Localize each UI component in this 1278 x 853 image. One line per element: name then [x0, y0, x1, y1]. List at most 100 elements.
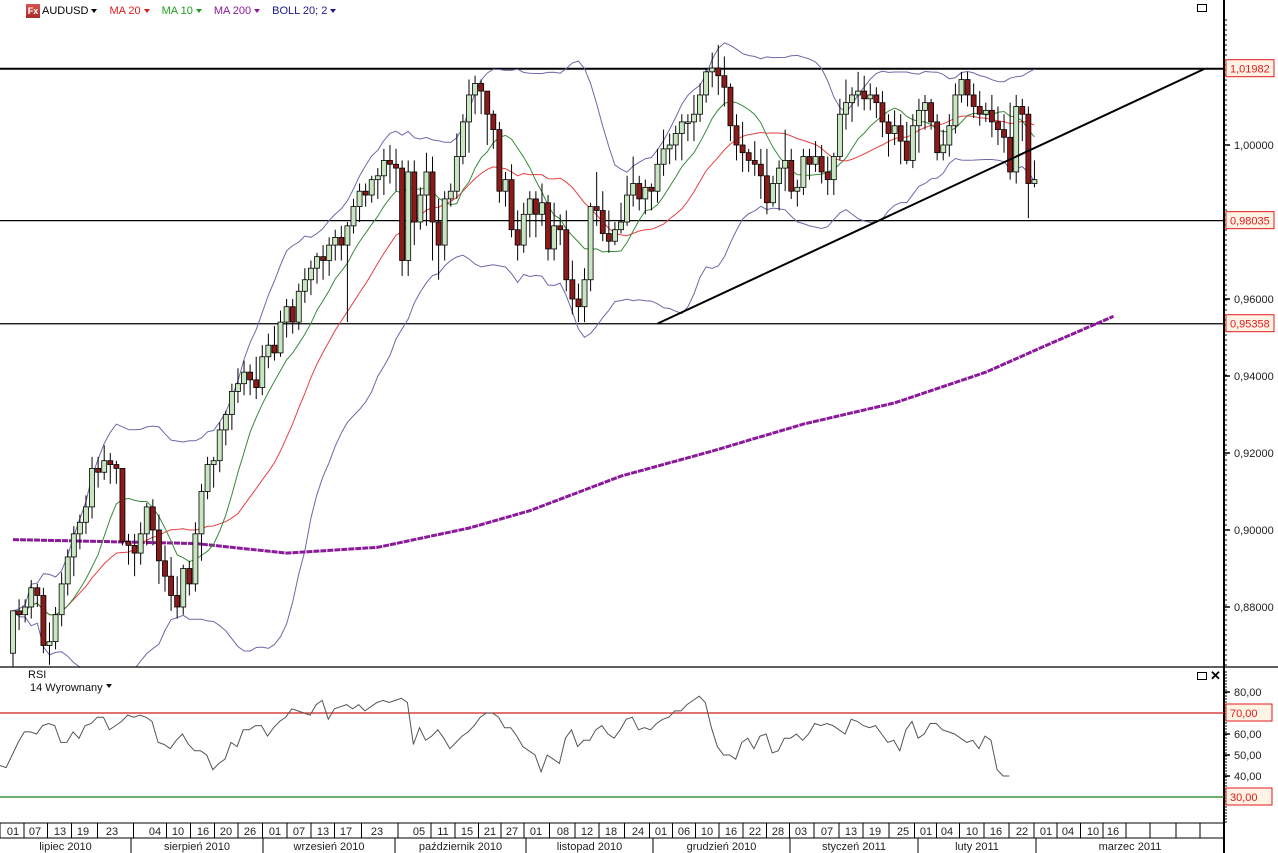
- time-axis: 01 07 13 19 23 04 10 16 20 26 01 07 13 17 23 05 11 15 21 27…: [0, 822, 1224, 853]
- chart-legend: Fx AUDUSD MA 20 MA 10 MA 200 BOLL 20; 2: [26, 3, 348, 19]
- svg-text:30,00: 30,00: [1230, 792, 1258, 804]
- caret-down-icon: [195, 9, 202, 13]
- svg-text:04: 04: [941, 826, 953, 838]
- symbol-selector[interactable]: AUDUSD: [42, 5, 98, 17]
- svg-text:0,98035: 0,98035: [1230, 216, 1270, 228]
- caret-down-icon: [330, 9, 337, 13]
- svg-text:17: 17: [340, 826, 352, 838]
- svg-text:01: 01: [655, 826, 667, 838]
- svg-text:październik 2010: październik 2010: [419, 841, 502, 853]
- rsi-axis: 70,00 30,00 80,00 60,00 50,00 40,00: [1224, 671, 1273, 823]
- svg-text:22: 22: [749, 826, 761, 838]
- caret-down-icon: [91, 9, 98, 13]
- rsi-params-label: 14 Wyrownany: [30, 682, 103, 694]
- svg-text:0,88000: 0,88000: [1234, 602, 1274, 614]
- svg-text:07: 07: [821, 826, 833, 838]
- rsi-label: RSI: [28, 669, 47, 681]
- svg-text:40,00: 40,00: [1234, 771, 1262, 783]
- svg-text:lipiec 2010: lipiec 2010: [39, 841, 92, 853]
- svg-text:21: 21: [484, 826, 496, 838]
- svg-text:01: 01: [530, 826, 542, 838]
- svg-text:0,90000: 0,90000: [1234, 525, 1274, 537]
- svg-text:19: 19: [869, 826, 881, 838]
- svg-text:13: 13: [317, 826, 329, 838]
- svg-text:01: 01: [1040, 826, 1052, 838]
- indicator-label: MA 200: [213, 5, 252, 17]
- indicator-label: BOLL 20; 2: [272, 5, 328, 17]
- svg-text:13: 13: [54, 826, 66, 838]
- svg-text:03: 03: [795, 826, 807, 838]
- svg-text:0,96000: 0,96000: [1234, 294, 1274, 306]
- indicator-label: MA 20: [109, 5, 141, 17]
- svg-text:04: 04: [1062, 826, 1074, 838]
- svg-text:28: 28: [772, 826, 784, 838]
- svg-text:10: 10: [1087, 826, 1099, 838]
- indicator-ma200[interactable]: MA 200: [213, 5, 261, 17]
- svg-text:23: 23: [106, 826, 118, 838]
- svg-text:05: 05: [413, 826, 425, 838]
- svg-text:25: 25: [897, 826, 909, 838]
- svg-text:22: 22: [1016, 826, 1028, 838]
- indicator-label: MA 10: [161, 5, 193, 17]
- svg-text:0,94000: 0,94000: [1234, 371, 1274, 383]
- svg-text:27: 27: [506, 826, 518, 838]
- svg-text:10: 10: [172, 826, 184, 838]
- svg-text:23: 23: [371, 826, 383, 838]
- indicator-ma20[interactable]: MA 20: [109, 5, 150, 17]
- fx-logo-icon: Fx: [26, 4, 40, 18]
- svg-text:grudzień 2010: grudzień 2010: [687, 841, 757, 853]
- svg-text:04: 04: [149, 826, 161, 838]
- svg-text:15: 15: [461, 826, 473, 838]
- svg-text:sierpień 2010: sierpień 2010: [164, 841, 230, 853]
- svg-text:11: 11: [437, 826, 448, 838]
- svg-text:50,00: 50,00: [1234, 750, 1262, 762]
- svg-text:60,00: 60,00: [1234, 729, 1262, 741]
- svg-text:80,00: 80,00: [1234, 687, 1262, 699]
- rsi-params-selector[interactable]: 14 Wyrownany: [28, 682, 112, 695]
- svg-text:10: 10: [701, 826, 713, 838]
- svg-text:16: 16: [197, 826, 209, 838]
- svg-text:1,01982: 1,01982: [1230, 64, 1270, 76]
- symbol-label: AUDUSD: [42, 5, 89, 17]
- svg-text:12: 12: [581, 826, 593, 838]
- svg-text:0,95358: 0,95358: [1230, 319, 1270, 331]
- svg-text:16: 16: [990, 826, 1002, 838]
- svg-text:06: 06: [678, 826, 690, 838]
- svg-text:16: 16: [1107, 826, 1119, 838]
- close-rsi-panel-icon[interactable]: ✕: [1210, 668, 1221, 683]
- maximize-price-panel-icon[interactable]: [1197, 4, 1207, 12]
- svg-text:26: 26: [244, 826, 256, 838]
- rsi-panel-title[interactable]: RSI 14 Wyrownany: [28, 669, 112, 695]
- svg-text:07: 07: [29, 826, 41, 838]
- svg-text:07: 07: [293, 826, 305, 838]
- indicator-ma10[interactable]: MA 10: [162, 5, 202, 17]
- svg-text:19: 19: [77, 826, 89, 838]
- svg-text:24: 24: [632, 826, 644, 838]
- svg-text:01: 01: [920, 826, 932, 838]
- price-plot-area: [0, 42, 1224, 667]
- svg-text:70,00: 70,00: [1230, 708, 1258, 720]
- svg-text:0,92000: 0,92000: [1234, 448, 1274, 460]
- svg-text:13: 13: [845, 826, 857, 838]
- svg-text:styczeń 2011: styczeń 2011: [822, 841, 886, 853]
- svg-text:luty 2011: luty 2011: [955, 841, 999, 853]
- svg-text:10: 10: [966, 826, 978, 838]
- svg-text:wrzesień 2010: wrzesień 2010: [293, 841, 365, 853]
- svg-text:16: 16: [725, 826, 737, 838]
- svg-text:01: 01: [269, 826, 281, 838]
- svg-text:20: 20: [220, 826, 232, 838]
- indicator-bollinger[interactable]: BOLL 20; 2: [272, 5, 337, 17]
- caret-down-icon: [105, 684, 112, 688]
- svg-text:1,00000: 1,00000: [1234, 140, 1274, 152]
- svg-text:08: 08: [557, 826, 569, 838]
- svg-text:listopad 2010: listopad 2010: [557, 841, 622, 853]
- caret-down-icon: [254, 9, 261, 13]
- svg-text:marzec 2011: marzec 2011: [1099, 841, 1162, 853]
- caret-down-icon: [143, 9, 150, 13]
- rsi-plot-area: [0, 695, 1224, 798]
- svg-text:01: 01: [7, 826, 19, 838]
- maximize-rsi-panel-icon[interactable]: [1197, 672, 1207, 680]
- svg-text:18: 18: [605, 826, 617, 838]
